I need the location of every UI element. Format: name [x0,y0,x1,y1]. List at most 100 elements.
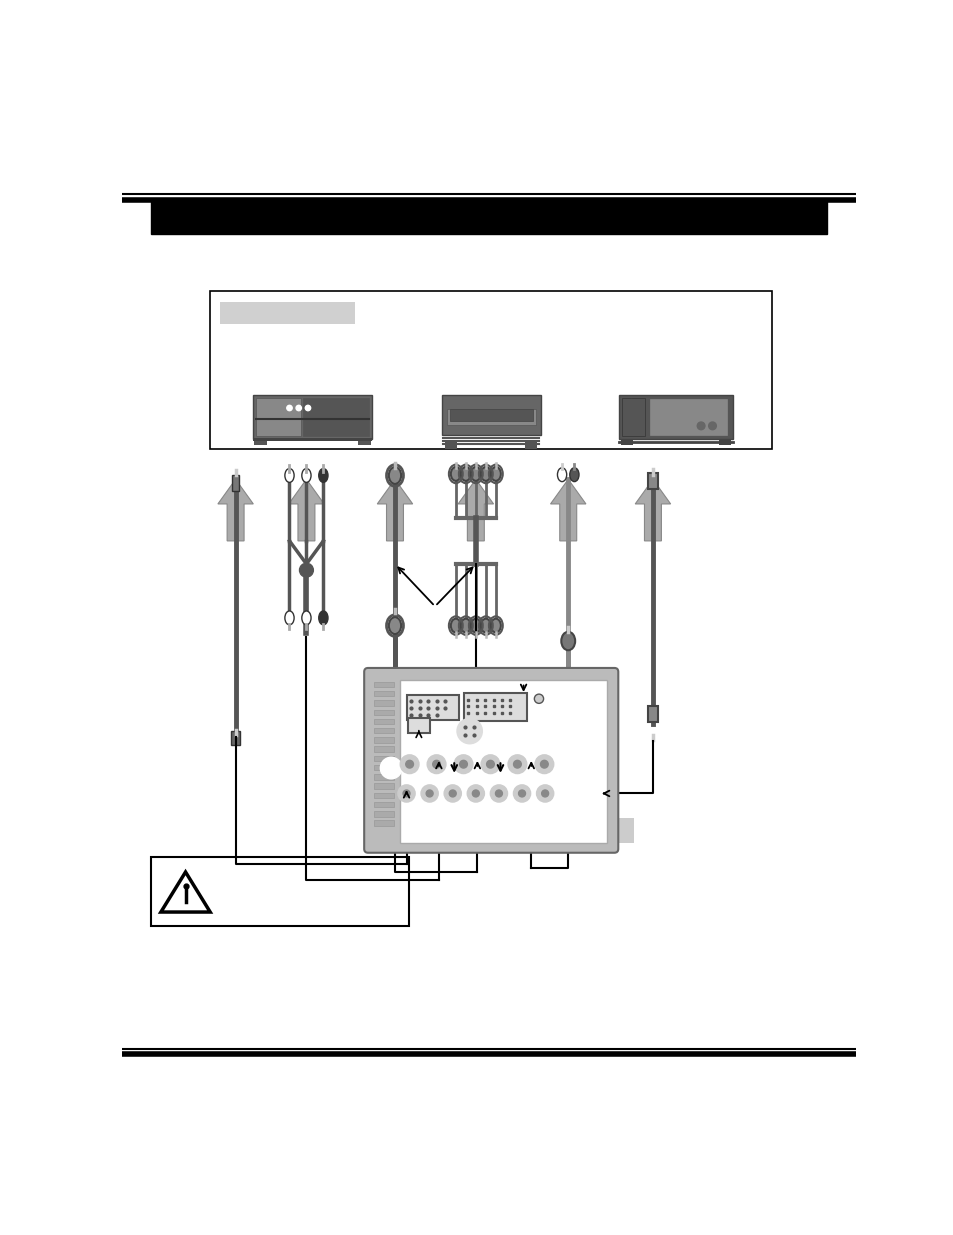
Circle shape [535,755,553,773]
Circle shape [456,719,481,743]
Polygon shape [151,200,826,235]
Bar [444,442,456,448]
Bar [374,737,394,742]
Bar [358,440,371,446]
Bar [374,700,394,705]
Bar [374,793,394,798]
Bar [647,706,658,721]
Ellipse shape [460,467,471,480]
Circle shape [467,785,484,802]
Ellipse shape [471,619,480,632]
Bar [374,764,394,771]
FancyArrow shape [635,479,670,541]
Bar [374,727,394,734]
Bar [374,811,394,816]
Ellipse shape [389,618,400,634]
FancyArrow shape [289,479,324,541]
Ellipse shape [557,468,566,482]
Bar [255,398,301,436]
Circle shape [397,785,415,802]
Circle shape [405,761,413,768]
Ellipse shape [301,468,311,483]
Circle shape [513,785,530,802]
Bar [400,679,606,842]
Bar [374,820,394,826]
Ellipse shape [389,467,400,484]
Circle shape [299,563,313,577]
Bar [524,442,537,448]
Bar [620,440,632,446]
Bar [374,710,394,715]
Circle shape [449,790,456,797]
Ellipse shape [460,619,471,632]
Bar [647,473,658,489]
Bar [254,440,267,446]
Bar [649,399,726,435]
Circle shape [490,785,507,802]
Ellipse shape [480,467,491,480]
Bar [449,409,533,421]
Bar [374,783,394,789]
Circle shape [287,405,292,411]
Ellipse shape [285,468,294,483]
Bar [374,756,394,761]
FancyBboxPatch shape [364,668,618,852]
Polygon shape [161,872,210,911]
Circle shape [513,761,520,768]
Circle shape [380,757,401,779]
FancyArrow shape [550,479,585,541]
Bar [374,682,394,687]
Bar [231,731,240,745]
Circle shape [708,422,716,430]
Circle shape [295,405,301,411]
Ellipse shape [451,467,460,480]
Circle shape [444,785,460,802]
Ellipse shape [451,619,460,632]
Bar [232,475,239,490]
Circle shape [426,790,433,797]
Ellipse shape [560,632,575,651]
Ellipse shape [318,611,328,625]
FancyArrow shape [376,479,413,541]
Bar [374,746,394,752]
Circle shape [403,790,410,797]
Bar [210,290,772,448]
Ellipse shape [491,619,500,632]
Circle shape [433,761,440,768]
Bar [441,395,540,435]
Circle shape [540,761,548,768]
FancyArrow shape [217,479,253,541]
Ellipse shape [491,467,500,480]
Ellipse shape [301,611,311,625]
Circle shape [427,755,445,773]
Bar [220,303,355,324]
Circle shape [495,790,502,797]
Circle shape [627,411,635,419]
Circle shape [420,785,437,802]
Circle shape [400,755,418,773]
Circle shape [480,755,499,773]
Bar [406,695,458,720]
Ellipse shape [285,611,294,625]
Circle shape [541,790,548,797]
Circle shape [697,422,704,430]
Bar [374,774,394,779]
Bar [374,692,394,697]
Circle shape [627,422,635,430]
Ellipse shape [569,468,578,482]
Circle shape [305,405,311,411]
Bar [621,398,644,436]
Circle shape [459,761,467,768]
Ellipse shape [534,694,543,704]
Circle shape [537,785,553,802]
Bar [618,395,732,440]
Bar [408,718,429,734]
Bar [253,395,372,440]
Circle shape [486,761,494,768]
FancyArrow shape [457,479,493,541]
Bar [463,693,526,721]
Circle shape [454,755,473,773]
Bar [719,440,731,446]
Ellipse shape [318,468,328,483]
Bar [557,818,633,842]
